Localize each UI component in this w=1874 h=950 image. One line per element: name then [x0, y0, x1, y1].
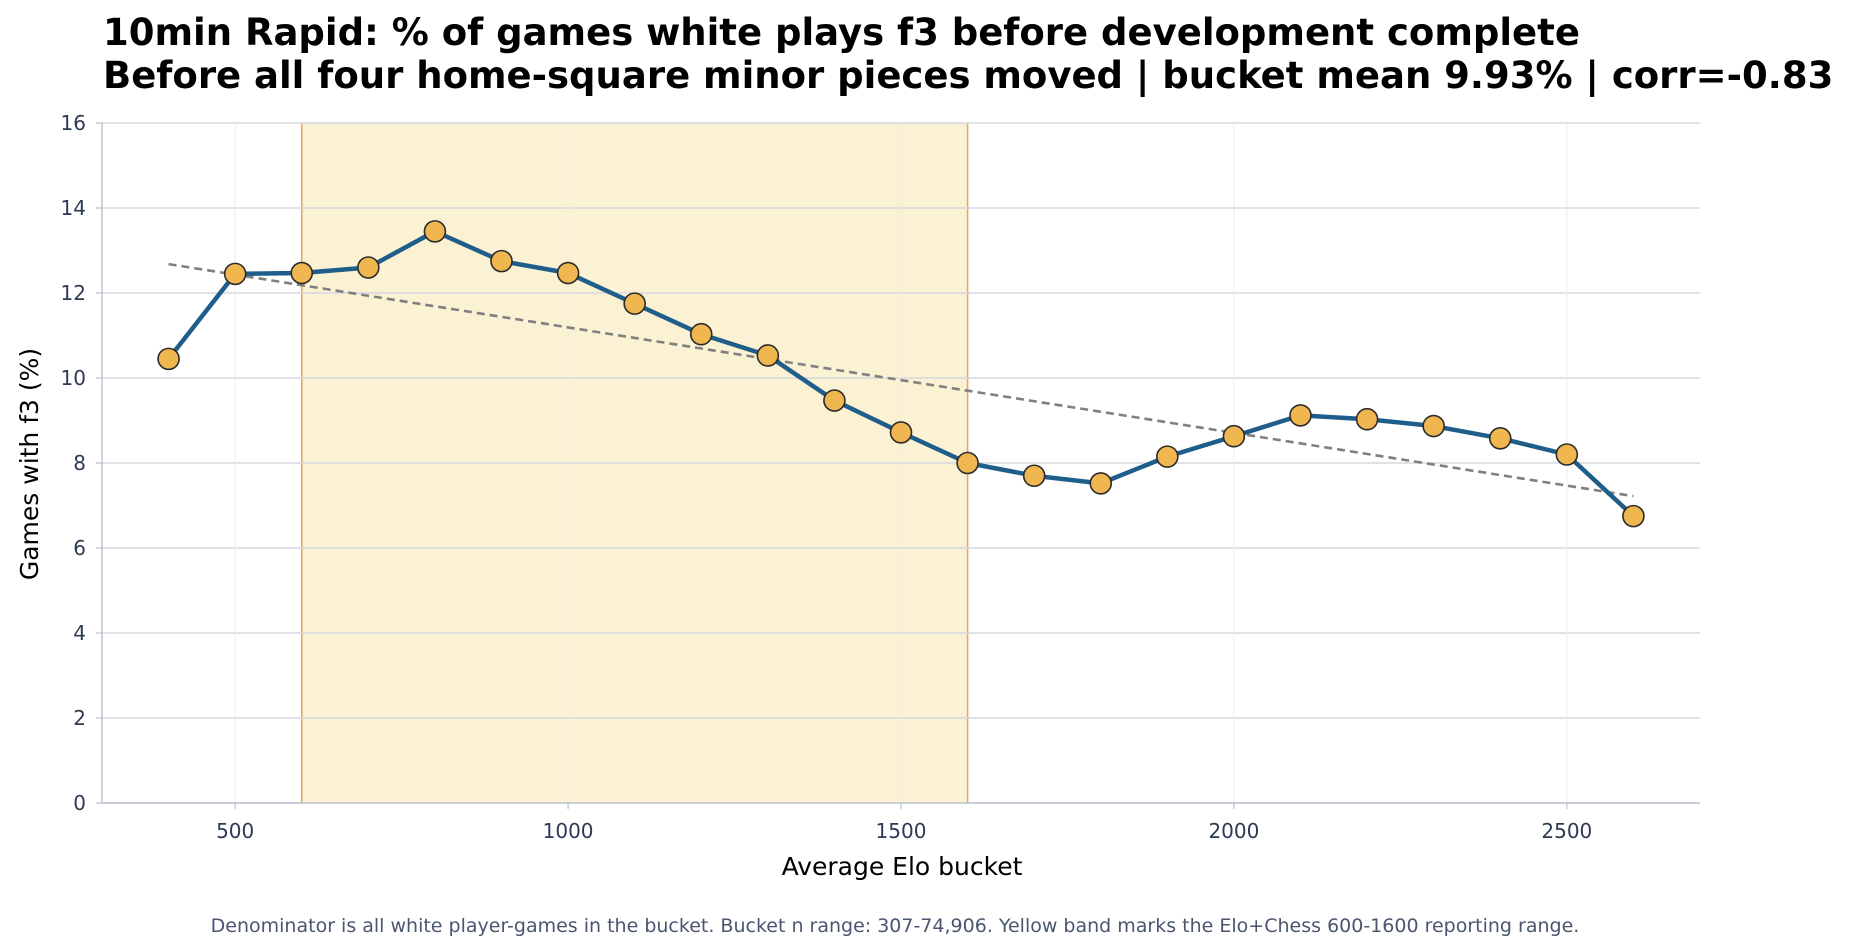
data-point: [956, 451, 979, 475]
x-tick-label: 500: [216, 819, 254, 843]
grid-layer: [102, 122, 1700, 803]
data-point: [1156, 445, 1179, 468]
footnote: Denominator is all white player-games in…: [211, 915, 1580, 937]
data-point: [1622, 504, 1645, 528]
x-tick-label: 2000: [1208, 819, 1259, 843]
y-tick-label: 2: [73, 706, 86, 730]
x-axis-title: Average Elo bucket: [782, 852, 1023, 881]
x-tick-label: 1000: [543, 819, 594, 843]
data-point: [756, 344, 780, 367]
trendline-layer: [168, 262, 1634, 498]
y-tick-label: 8: [73, 451, 86, 475]
data-point: [689, 322, 713, 346]
series-layer: [157, 220, 1645, 528]
data-point: [1289, 404, 1312, 427]
x-tick-label: 1500: [876, 819, 927, 843]
y-tick-label: 0: [73, 791, 86, 815]
data-point: [357, 256, 380, 279]
data-point: [556, 261, 580, 285]
y-tick-label: 4: [73, 621, 86, 645]
y-axis-title: Games with f3 (%): [15, 348, 44, 580]
y-tick-label: 12: [61, 281, 86, 305]
data-point: [157, 347, 180, 371]
data-point: [490, 249, 513, 273]
data-point: [623, 292, 646, 315]
data-point: [1222, 424, 1246, 448]
axes: [96, 122, 1700, 809]
y-tick-label: 14: [61, 196, 86, 220]
data-point: [1355, 407, 1379, 431]
data-point: [823, 389, 846, 412]
data-point: [1022, 464, 1046, 488]
y-tick-label: 10: [61, 366, 86, 390]
data-point: [1422, 414, 1445, 438]
data-point: [1555, 443, 1579, 466]
y-tick-label: 16: [61, 111, 86, 135]
data-point: [290, 261, 314, 285]
data-point: [1488, 427, 1512, 450]
data-point: [223, 262, 247, 286]
y-tick-label: 6: [73, 536, 86, 560]
chart-subtitle: Before all four home-square minor pieces…: [103, 54, 1834, 97]
tick-labels: 0 2 4 6 8 10 12 14 16 500 1000 1500 2000 2500: [61, 111, 1593, 843]
trendline: [168, 262, 1634, 498]
x-tick-label: 2500: [1541, 819, 1592, 843]
data-point: [889, 421, 913, 444]
data-point: [423, 220, 447, 243]
chart-title: 10min Rapid: % of games white plays f3 b…: [103, 11, 1580, 54]
data-point: [1089, 472, 1113, 495]
